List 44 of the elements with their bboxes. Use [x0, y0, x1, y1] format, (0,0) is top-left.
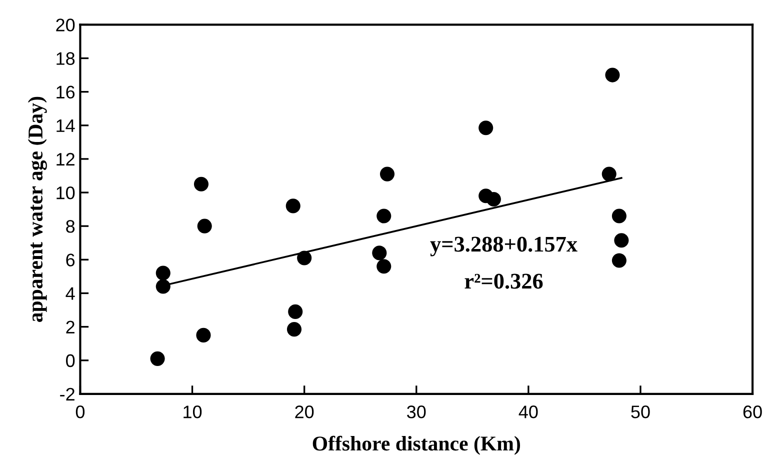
- point: [376, 208, 392, 224]
- y-tick-label: 10: [56, 186, 75, 200]
- y-tick-label: 16: [56, 86, 75, 99]
- point: [286, 198, 300, 214]
- point: [297, 250, 312, 266]
- y-tick-label: 20: [56, 18, 75, 32]
- point: [194, 176, 209, 192]
- point: [376, 259, 392, 274]
- point: [288, 304, 303, 319]
- point: [380, 166, 395, 182]
- y-tick-label: 2: [66, 320, 74, 334]
- x-tick-label: 40: [518, 406, 538, 418]
- y-tick-label: 0: [66, 354, 75, 368]
- y-tick-label: 4: [66, 287, 75, 300]
- point: [196, 328, 211, 342]
- point: [486, 192, 501, 207]
- point: [156, 266, 170, 280]
- point: [614, 233, 629, 248]
- point: [286, 322, 302, 337]
- annotation: y=3.288+0.157x: [430, 236, 578, 256]
- point: [478, 120, 494, 136]
- y-tick-label: 6: [66, 254, 75, 266]
- point: [612, 253, 626, 268]
- point: [372, 246, 387, 260]
- x-tick-label: 50: [631, 406, 650, 418]
- annotation: r²=0.326: [464, 274, 543, 289]
- y-tick-label: -2: [60, 388, 74, 400]
- x-tick-label: 60: [743, 406, 762, 418]
- y-tick-label: 18: [56, 52, 75, 65]
- y-tick-label: 12: [56, 152, 74, 166]
- point: [602, 166, 616, 182]
- x-axis-title: Offshore distance (Km): [312, 436, 520, 455]
- y-axis-title: apparent water age (Day): [28, 96, 47, 322]
- y-tick-label: 8: [66, 220, 75, 233]
- x-tick-label: 20: [295, 406, 314, 418]
- point: [156, 279, 170, 294]
- point: [197, 218, 212, 234]
- point: [605, 68, 620, 82]
- point: [150, 351, 165, 366]
- point: [612, 208, 626, 224]
- x-tick-label: 0: [76, 406, 85, 418]
- x-tick-label: 30: [407, 406, 426, 418]
- y-tick-label: 14: [56, 120, 75, 132]
- x-tick-label: 10: [184, 406, 202, 418]
